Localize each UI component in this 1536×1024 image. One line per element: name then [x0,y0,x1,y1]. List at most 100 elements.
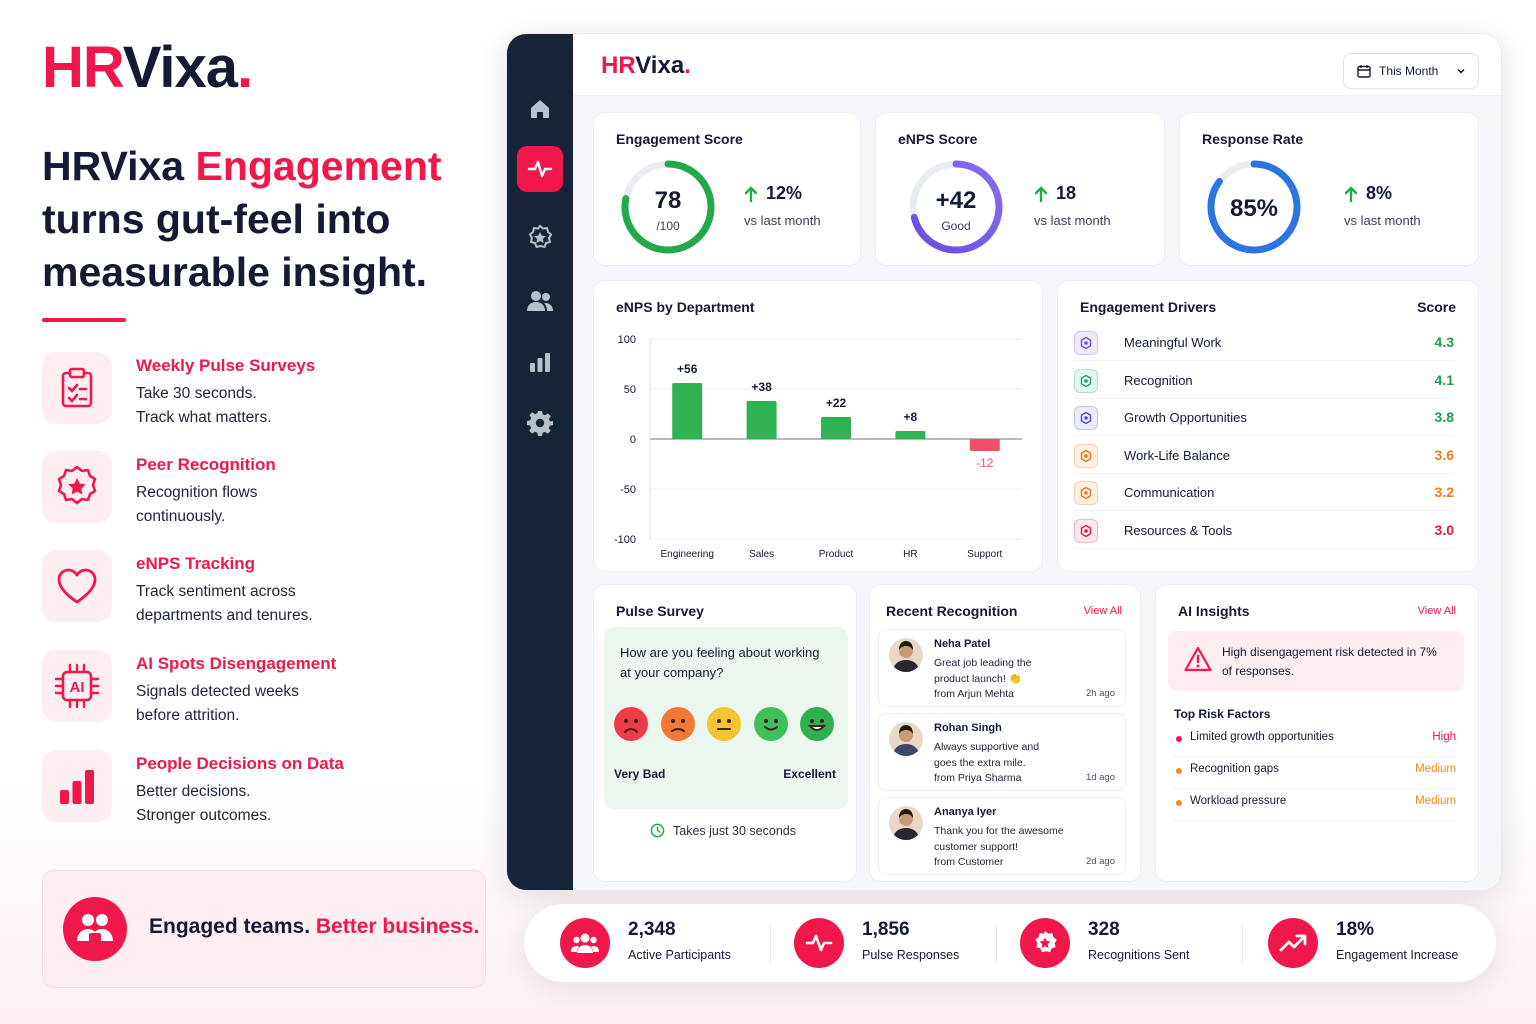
top-bar: HRVixa. This Month [573,34,1501,96]
engagement-score-max: /100 [656,219,680,233]
response-rate-gauge: 85% [1204,157,1304,257]
risk-factor-row: Recognition gaps Medium [1174,759,1456,789]
bar-product [821,417,851,439]
recognition-time: 2d ago [1085,856,1115,867]
stat-value: 18% [1336,919,1375,940]
sidebar-nav [507,34,573,890]
sidebar-item-recognition[interactable] [517,214,563,260]
recipient-name: Neha Patel [934,638,991,650]
risk-level: High [1432,731,1456,743]
star-badge-icon [42,451,112,523]
stat-label: Active Participants [628,948,731,962]
recognition-item[interactable]: Neha Patel Great job leading the product … [878,629,1126,707]
users-icon [560,918,610,968]
feature-pulse-surveys: Weekly Pulse Surveys Take 30 seconds. Tr… [42,352,482,432]
sidebar-item-home[interactable] [517,86,563,132]
headline-underline [42,318,126,322]
bad-face-icon[interactable] [660,707,695,741]
driver-score: 4.1 [1434,371,1454,388]
y-tick-label: -50 [620,484,636,496]
users-icon [527,291,553,311]
y-tick-label: -100 [614,534,636,546]
driver-score: 4.3 [1434,334,1454,350]
engagement-score-card: Engagement Score 78 /100 12% vs last mon… [593,112,861,266]
survey-duration-note: Takes just 30 seconds [650,823,796,838]
bar-hr [895,431,926,439]
stat-label: Recognitions Sent [1088,948,1190,962]
card-title: Engagement Score [616,131,743,147]
enps-bar-chart: 100 50 0 -50 -100 +56 Engineering +38 Sales +22 Pr… [614,334,1022,560]
excellent-face-icon[interactable] [800,707,834,741]
driver-label: Meaningful Work [1124,335,1222,350]
driver-label: Growth Opportunities [1124,410,1247,426]
sidebar-item-pulse[interactable] [517,146,563,192]
enps-score-gauge: +42 Good [906,157,1006,257]
risk-label: Workload pressure [1190,795,1287,807]
tools-icon [1074,519,1098,543]
arrow-up-icon [1344,185,1358,202]
feature-title: eNPS Tracking [136,554,256,573]
x-tick-label: Sales [749,549,774,560]
good-face-icon[interactable] [753,707,788,741]
risk-level: Medium [1415,795,1456,807]
scale-high-label: Excellent [783,767,836,781]
recognition-time: 1d ago [1085,772,1115,783]
bar-value-label: +8 [904,410,918,424]
recognition-message: Always supportive and goes the extra mil… [934,741,1040,769]
response-delta-note: vs last month [1344,213,1421,228]
bar-chart-icon [530,353,550,372]
driver-score: 3.8 [1434,409,1454,426]
bar-value-label: +56 [677,362,698,376]
sidebar-item-settings[interactable] [517,400,563,446]
target-icon [1074,331,1098,355]
risk-label: Limited growth opportunities [1190,731,1334,743]
sidebar-item-people[interactable] [517,278,563,324]
driver-score: 3.6 [1434,446,1454,463]
stat-divider [1242,924,1243,964]
date-range-select[interactable]: This Month [1343,53,1479,89]
recognition-item[interactable]: Rohan Singh Always supportive and goes th… [878,713,1126,791]
avatar [889,638,923,672]
card-title: Response Rate [1202,131,1304,147]
ai-view-all-link[interactable]: View All [1417,605,1456,617]
risk-label: Recognition gaps [1190,763,1279,775]
engagement-drivers-card: Engagement Drivers Score Meaningful Work… [1057,280,1479,572]
risk-factor-row: Workload pressure Medium [1174,791,1456,821]
enps-score-rating: Good [941,219,971,233]
feature-description: Take 30 seconds. Track what matters. [136,385,272,426]
warning-icon [1184,646,1212,672]
card-title: eNPS Score [898,131,978,147]
driver-label: Recognition [1124,372,1193,388]
recognition-sender: from Arjun Mehta [934,688,1014,700]
risk-alert-text: High disengagement risk detected in 7% o… [1222,645,1437,678]
stat-divider [996,924,997,964]
calendar-icon [1357,65,1371,78]
balance-icon [1074,443,1098,468]
engagement-score-gauge: 78 /100 [618,157,718,257]
dashboard-main: HRVixa. This Month Engagement Score 78 /… [573,34,1501,890]
date-range-value: This Month [1379,64,1439,78]
very-bad-face-icon[interactable] [614,707,648,741]
recent-recognition-card: Recent Recognition View All Neha Patel Gr… [869,584,1141,882]
bar-engineering [672,383,703,439]
y-tick-label: 100 [618,334,636,346]
heart-icon [42,550,112,622]
chat-icon [1074,481,1098,506]
response-rate-value: 85% [1229,195,1279,222]
recognition-message: Great job leading the product launch! 👏 [934,657,1032,685]
sidebar-item-analytics[interactable] [517,339,563,385]
award-icon [1074,368,1098,393]
feature-description: Recognition flows continuously. [136,484,258,525]
driver-row: Work-Life Balance 3.6 [1074,438,1454,474]
recipient-name: Ananya Iyer [934,806,997,818]
avatar [889,722,923,756]
team-icon [63,897,127,961]
neutral-face-icon[interactable] [707,707,741,741]
driver-row: Communication 3.2 [1074,475,1454,512]
chevron-down-icon [1457,68,1465,74]
recognition-view-all-link[interactable]: View All [1083,605,1122,617]
driver-score: 3.0 [1434,522,1454,538]
recognition-item[interactable]: Ananya Iyer Thank you for the awesome cus… [878,797,1126,875]
feature-ai-disengagement: AI AI Spots Disengagement Signals detect… [42,650,482,730]
recognition-sender: from Priya Sharma [934,772,1022,784]
